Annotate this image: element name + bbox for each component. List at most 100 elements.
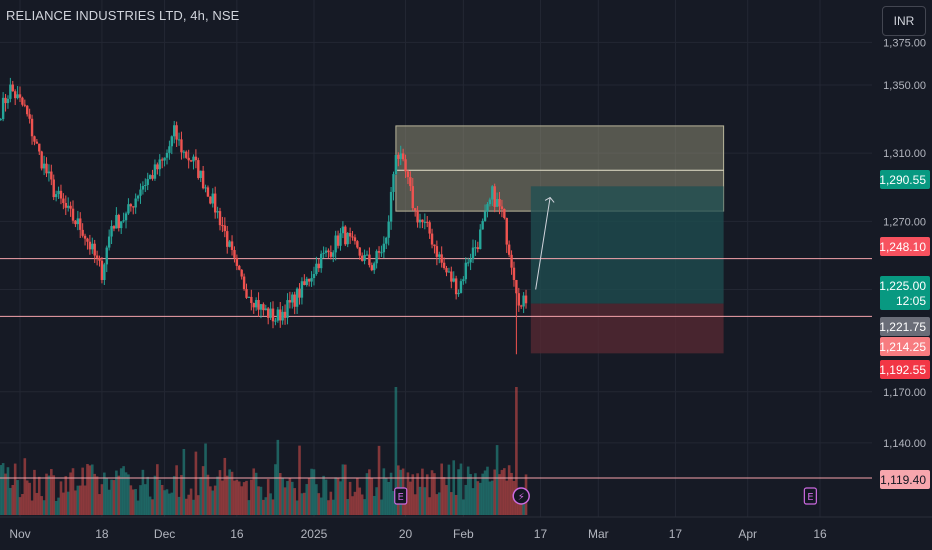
- volume-bar: [100, 484, 104, 515]
- volume-bar: [331, 499, 335, 515]
- candle-body: [271, 308, 275, 322]
- candle-body: [209, 196, 212, 204]
- volume-bar: [307, 477, 311, 515]
- volume-bars: [0, 387, 528, 515]
- candle-body: [112, 226, 116, 229]
- volume-bar: [430, 470, 434, 515]
- volume-bar: [281, 477, 284, 515]
- volume-bar: [375, 487, 378, 515]
- candle-body: [216, 211, 219, 213]
- volume-bar: [286, 481, 289, 515]
- candle-body: [288, 300, 292, 303]
- volume-bar: [187, 494, 190, 515]
- volume-bar: [16, 480, 19, 515]
- volume-bar: [136, 500, 140, 515]
- volume-bar: [71, 468, 75, 515]
- volume-bar: [336, 477, 340, 515]
- candle-body: [93, 243, 96, 256]
- volume-bar: [476, 481, 480, 515]
- volume-bar: [11, 484, 15, 515]
- candle-body: [192, 156, 195, 162]
- volume-bar: [295, 500, 299, 515]
- volume-bar: [519, 497, 523, 515]
- volume-bar: [505, 480, 509, 515]
- candle-body: [435, 246, 439, 257]
- candle-body: [373, 263, 376, 271]
- candle-body: [291, 294, 294, 303]
- volume-bar: [225, 475, 229, 515]
- x-tick-label: 16: [813, 527, 827, 541]
- volume-bar: [254, 472, 258, 515]
- volume-bar: [119, 468, 123, 515]
- volume-bar: [356, 477, 359, 515]
- y-tick-label: 1,375.00: [883, 37, 926, 49]
- candle-body: [329, 252, 333, 257]
- x-tick-label: 17: [669, 527, 683, 541]
- volume-bar: [88, 465, 92, 515]
- candle-body: [57, 190, 60, 195]
- candle-body: [339, 233, 342, 246]
- candle-body: [206, 187, 210, 197]
- candle-body: [295, 288, 299, 307]
- candle-body: [197, 160, 200, 178]
- volume-bar: [517, 498, 521, 515]
- volume-bar: [93, 473, 96, 515]
- candle-body: [428, 222, 431, 234]
- volume-bar: [387, 481, 390, 515]
- candle-body: [110, 226, 113, 237]
- volume-bar: [348, 481, 352, 515]
- volume-bar: [252, 468, 256, 515]
- candle-body: [235, 257, 239, 266]
- volume-bar: [240, 486, 243, 515]
- volume-bar: [469, 474, 472, 515]
- volume-bar: [122, 466, 125, 515]
- candle-body: [158, 159, 161, 170]
- volume-bar: [168, 493, 171, 515]
- candle-body: [182, 151, 186, 153]
- volume-bar: [290, 481, 294, 515]
- volume-bar: [370, 477, 374, 515]
- candle-body: [310, 278, 313, 282]
- volume-bar: [522, 494, 525, 515]
- volume-bar: [440, 463, 443, 515]
- volume-bar: [288, 478, 292, 515]
- volume-bar: [486, 466, 489, 515]
- candle-body: [469, 259, 472, 263]
- y-tick-label: 1,270.00: [883, 216, 926, 228]
- volume-bar: [182, 448, 186, 515]
- candle-body: [440, 254, 443, 263]
- candle-body: [317, 263, 320, 269]
- volume-bar: [206, 474, 210, 515]
- volume-bar: [134, 489, 137, 515]
- candle-body: [194, 156, 198, 161]
- price-label: 1,248.10: [879, 240, 926, 254]
- volume-bar: [9, 487, 12, 515]
- event-label: E: [398, 492, 404, 503]
- candle-body: [204, 187, 207, 189]
- candle-body: [223, 225, 227, 232]
- volume-bar: [457, 469, 460, 515]
- volume-bar: [368, 469, 371, 515]
- volume-bar: [300, 493, 304, 515]
- volume-bar: [435, 494, 439, 515]
- volume-bar: [382, 468, 386, 515]
- volume-bar: [6, 467, 10, 515]
- candle-body: [466, 262, 470, 264]
- candles: [0, 77, 528, 355]
- candle-body: [69, 205, 72, 209]
- volume-bar: [283, 487, 287, 515]
- volume-bar: [245, 480, 248, 515]
- volume-bar: [25, 480, 29, 515]
- volume-bar: [478, 482, 482, 515]
- candle-body: [286, 300, 289, 318]
- candle-body: [79, 218, 82, 230]
- volume-bar: [257, 486, 260, 515]
- volume-bar: [47, 475, 51, 515]
- candle-body: [240, 269, 243, 277]
- candle-body: [30, 118, 34, 137]
- candle-body: [382, 243, 386, 253]
- volume-bar: [360, 494, 364, 515]
- currency-button[interactable]: INR: [882, 6, 926, 36]
- candle-body: [409, 177, 412, 187]
